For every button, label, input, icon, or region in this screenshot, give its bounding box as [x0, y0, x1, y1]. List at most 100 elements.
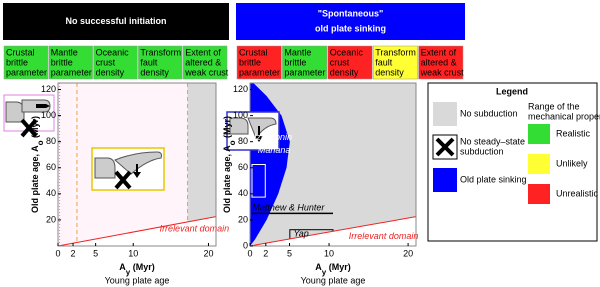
property-label: weak crust: [420, 67, 465, 77]
x-axis-caption: Young plate age: [105, 275, 170, 285]
inset-cross: [20, 118, 38, 138]
property-label: Mantle: [284, 47, 311, 57]
property-label: altered &: [421, 57, 457, 67]
property-label: crust: [330, 57, 350, 67]
property-label: density: [140, 67, 169, 77]
property-label: Oceanic: [330, 47, 364, 57]
x-tick-label: 10: [128, 248, 138, 258]
legend-range-label: Unrealistic: [556, 188, 599, 198]
property-box: [418, 45, 464, 80]
inset-arrow: [36, 104, 50, 108]
irrelevant-line: [249, 216, 417, 247]
x-tick-label: 10: [324, 248, 334, 258]
y-tick-label: 60: [238, 162, 248, 172]
x-axis-label: Ay (Myr): [119, 262, 154, 276]
property-label: fault: [140, 57, 158, 67]
legend-range-swatch: [528, 154, 550, 174]
x-tick-label: 20: [403, 248, 413, 258]
legend-cross: [435, 137, 455, 157]
property-label: density: [330, 67, 359, 77]
property-box: [236, 45, 282, 80]
property-label: density: [375, 67, 404, 77]
property-box: [138, 45, 183, 80]
x-axis-label-part: A: [315, 262, 322, 272]
x-tick-label: 2: [71, 248, 76, 258]
legend-swatch: [433, 102, 457, 126]
property-label: Crustal: [6, 47, 35, 57]
legend-range-swatch: [528, 124, 550, 144]
property-box: [372, 45, 418, 80]
property-label: Transform: [375, 47, 416, 57]
irrelevant-line: [57, 216, 217, 247]
inset-arrow: [133, 164, 141, 178]
property-label: parameter: [6, 67, 47, 77]
y-axis-label: Old plate age, Ao (Myr): [30, 116, 44, 213]
property-label: brittle: [6, 57, 28, 67]
property-box: [327, 45, 373, 80]
property-label: crust: [96, 57, 116, 67]
inset-plate: [114, 151, 162, 175]
legend-range-label: Realistic: [556, 128, 591, 138]
legend-label: Old plate sinking: [460, 174, 527, 184]
y-axis-label-part: o: [228, 140, 237, 145]
y-tick-label: 80: [46, 136, 56, 146]
property-label: parameter: [239, 67, 280, 77]
property-box: [93, 45, 138, 80]
y-axis-label: Old plate age, Ao (Myr): [222, 116, 236, 213]
legend-range-swatch: [528, 184, 550, 204]
x-tick-label: 5: [287, 248, 292, 258]
x-axis-label-part: y: [322, 268, 327, 277]
legend-range-title: mechanical property:: [528, 111, 600, 121]
annotation: Irrelevant domain: [160, 223, 230, 233]
y-axis-label-part: o: [36, 140, 45, 145]
y-tick-label: 0: [243, 240, 248, 250]
panel-title: "Spontaneous": [318, 8, 384, 18]
inset-plate: [94, 157, 116, 179]
legend-label: No steady–state: [460, 136, 525, 146]
panel-title: No successful initiation: [65, 16, 166, 26]
property-box: [282, 45, 328, 80]
property-box: [48, 45, 93, 80]
x-tick-label: 0: [247, 248, 252, 258]
x-axis-label-part: y: [126, 268, 131, 277]
annotation: Matthew & Hunter: [252, 203, 325, 213]
property-label: parameter: [284, 67, 325, 77]
x-axis-label-part: (Myr): [326, 262, 351, 272]
property-label: Extent of: [421, 47, 457, 57]
y-tick-label: 120: [233, 84, 248, 94]
legend-swatch: [433, 168, 457, 192]
legend-label: subduction: [460, 146, 504, 156]
property-label: weak crust: [184, 67, 229, 77]
legend-title: Legend: [496, 86, 528, 96]
y-tick-label: 40: [238, 188, 248, 198]
inset-plate: [5, 101, 25, 123]
y-tick-label: 100: [233, 110, 248, 120]
y-tick-label: 20: [46, 214, 56, 224]
property-label: brittle: [239, 57, 261, 67]
y-tick-label: 40: [46, 188, 56, 198]
inset-arrow: [255, 126, 263, 142]
inset-plate: [229, 117, 249, 135]
x-tick-label: 2: [263, 248, 268, 258]
plot-frame: [249, 82, 417, 247]
x-tick-label: 0: [55, 248, 60, 258]
y-axis-label-part: (Myr): [222, 116, 232, 141]
annotation: Irrelevant domain: [349, 231, 419, 241]
y-axis-label-part: (Myr): [30, 116, 40, 141]
annotation: Izu-Bonin: [254, 132, 292, 142]
base-layer: No successful initiationCrustalbrittlepa…: [3, 3, 465, 247]
panel-title-box: [236, 3, 465, 40]
y-axis-label-part: Old plate age, A: [30, 145, 40, 213]
property-box: [182, 45, 228, 80]
plot-frame: [57, 82, 217, 247]
x-axis-label-part: A: [119, 262, 126, 272]
panel-title: old plate sinking: [315, 23, 386, 33]
property-label: altered &: [185, 57, 221, 67]
property-label: Extent of: [185, 47, 221, 57]
y-tick-label: 100: [41, 110, 56, 120]
y-axis-label-part: Old plate age, A: [222, 145, 232, 213]
property-label: Mantle: [51, 47, 78, 57]
y-tick-label: 60: [46, 162, 56, 172]
